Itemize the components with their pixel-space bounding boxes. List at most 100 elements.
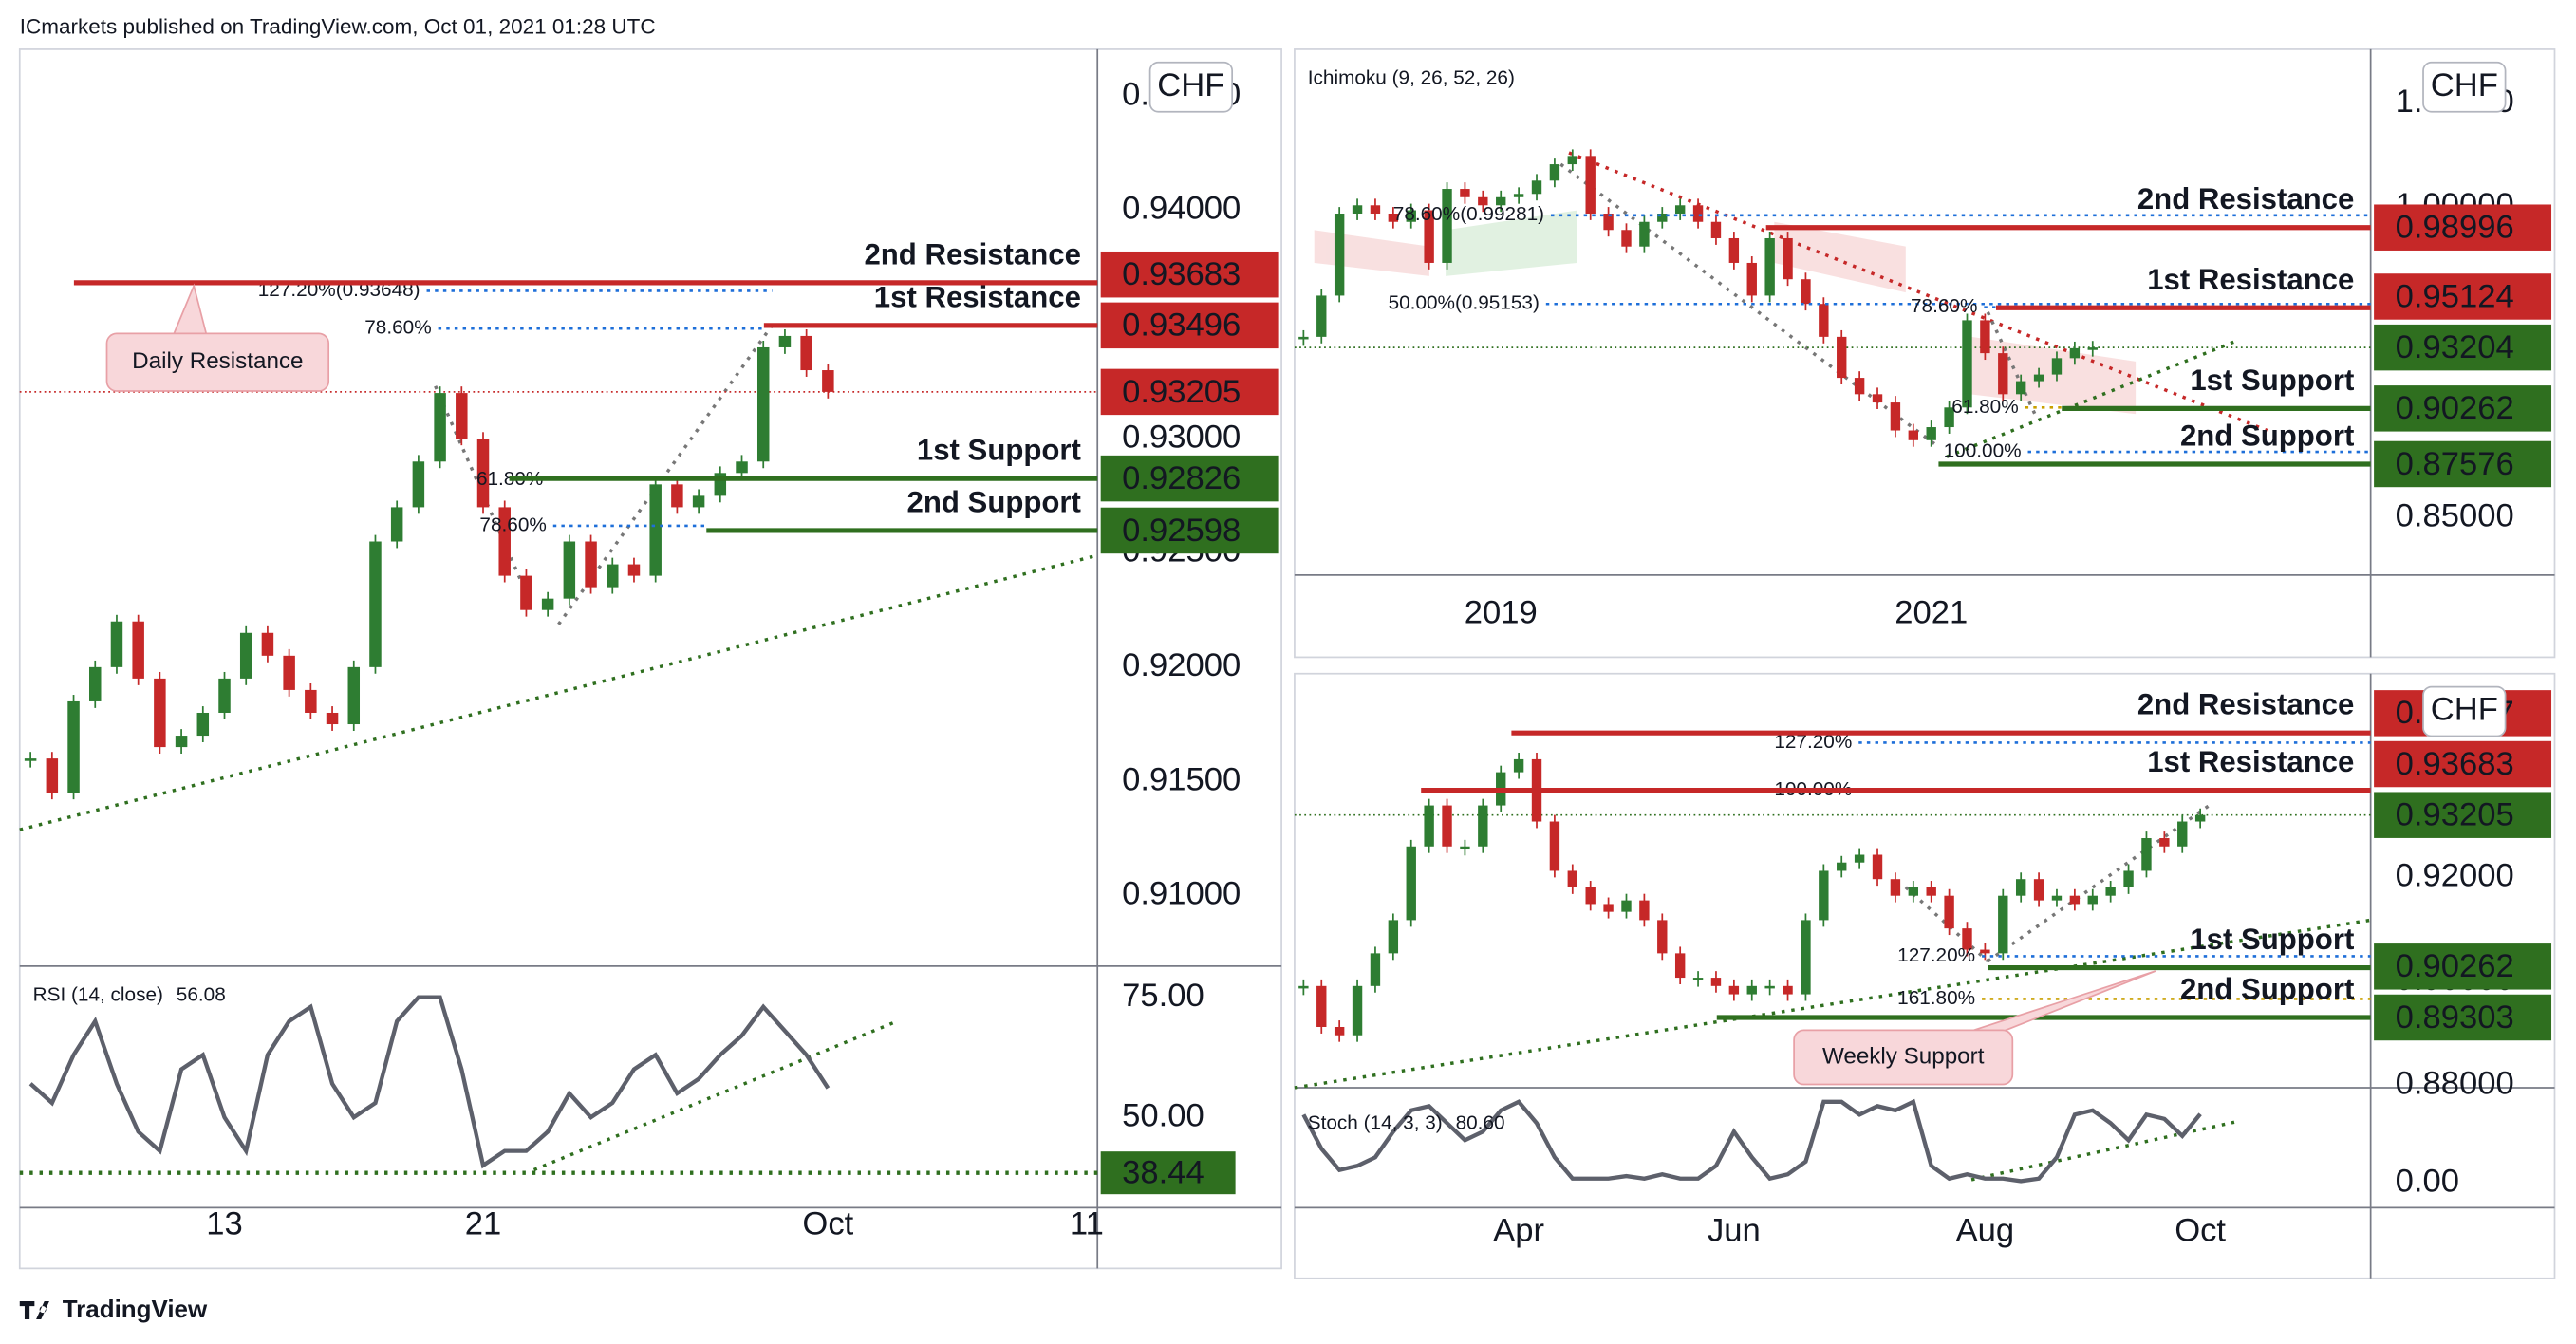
candle [110,621,123,667]
candle [132,621,144,679]
fib-label: 161.80% [1897,987,1975,1009]
candle [1926,427,1936,440]
candle [1585,156,1596,215]
candle [1639,900,1650,921]
x-tick-label: Jun [1708,1212,1761,1248]
indicator-title: Stoch (14, 3, 3) [1308,1112,1443,1134]
trendline [1568,151,2268,433]
candle [1621,900,1632,912]
price-label: 0.93204 [2396,329,2514,365]
candle [1728,237,1740,263]
candle [1352,985,1363,1036]
candle [756,346,770,462]
price-label-box [2374,273,2552,320]
candle [67,700,80,793]
candle [2033,879,2044,901]
callout-box [105,332,330,392]
candle [2159,838,2170,847]
candle [1298,985,1309,989]
candle [1837,862,1847,871]
x-tick-label: 11 [1070,1206,1104,1242]
candle [1962,928,1972,950]
candle [1585,887,1596,905]
price-label: 0.93496 [1122,308,1241,344]
x-tick-label: 2021 [1895,595,1968,631]
candle [1944,407,1954,428]
indicator-title: RSI (14, close) [33,984,163,1006]
candle [2051,358,2063,375]
trendline [19,553,1098,831]
candle [1674,205,1686,215]
indicator-line [1301,1098,2202,1184]
candle [89,666,102,701]
candle [541,598,554,610]
candle [1890,879,1901,896]
candle [2087,895,2098,905]
indicator-tick-label: 50.00 [1122,1097,1204,1133]
candle [1998,353,2008,395]
candle [2033,374,2044,382]
candle [692,495,705,508]
y-tick-label: 0.91000 [1122,876,1241,912]
candle [434,393,446,462]
candle [1710,978,1722,986]
fib-label: 50.00%(0.95153) [1389,292,1540,314]
candle [1692,978,1704,980]
price-label: 0.93683 [2396,746,2514,782]
candle [1674,953,1686,979]
callout-text: Daily Resistance [132,348,303,374]
candle [476,439,490,508]
candle [800,335,812,371]
candle [1908,430,1919,440]
candle [1298,336,1309,340]
level-name: 1st Support [917,434,1081,467]
indicator-value: 80.60 [1456,1112,1505,1134]
price-label-box [2374,740,2552,788]
level-name: 2nd Resistance [2137,688,2354,721]
x-tick-label: Apr [1493,1212,1544,1248]
price-label: 0.95124 [2396,278,2514,314]
price-label-box [2374,440,2552,488]
cloud [1314,210,2137,415]
y-tick-label: 0.85000 [2396,497,2514,533]
price-label: 0.93205 [2396,797,2514,833]
candle [1370,953,1381,986]
candle [736,461,748,474]
trendline [1294,918,2371,1090]
candle [1334,214,1345,296]
candle [1316,985,1327,1027]
price-label: 0.87576 [2396,446,2514,482]
candle [671,484,683,508]
candle [1496,196,1506,206]
candle [1334,1026,1345,1036]
candle [1513,194,1524,197]
candle [175,736,188,748]
candle [607,564,619,588]
candle [2123,870,2134,887]
candle [1442,805,1452,847]
candle [1980,949,1990,954]
candle [1657,920,1668,954]
price-label-box [1100,302,1279,349]
candle [1819,870,1829,921]
price-label-box [1100,455,1279,502]
candle [1890,402,1901,431]
candle [1531,180,1542,195]
price-label: 0.92598 [1122,513,1241,549]
candle [1442,189,1452,263]
candle [1603,904,1614,912]
price-label-box [1100,251,1279,298]
price-label-box [2374,994,2552,1041]
fib-label: 78.60% [479,513,546,535]
price-label-box [2374,204,2552,251]
candle [2015,381,2026,395]
symbol-badge [2422,685,2507,737]
level-name: 2nd Support [907,485,1081,518]
candle [627,564,641,576]
candle [1980,320,1990,354]
level-name: 2nd Resistance [2137,182,2354,215]
candle [520,575,532,610]
candle [1746,985,1757,995]
fib-label: 61.80% [1951,396,2018,418]
